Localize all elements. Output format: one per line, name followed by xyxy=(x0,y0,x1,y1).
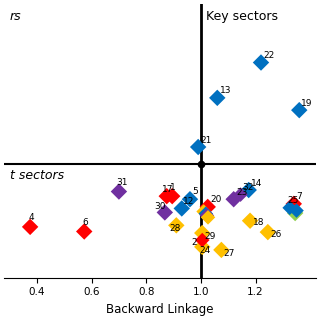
Point xyxy=(201,209,206,214)
Point xyxy=(297,108,302,113)
Text: 14: 14 xyxy=(251,179,262,188)
Text: 13: 13 xyxy=(220,86,231,95)
Point xyxy=(28,224,33,229)
Text: 1: 1 xyxy=(170,183,175,192)
Text: 25: 25 xyxy=(287,196,299,205)
Point xyxy=(200,230,205,236)
Point xyxy=(292,211,298,216)
Point xyxy=(291,201,296,206)
Point xyxy=(247,218,252,223)
Text: 32: 32 xyxy=(242,183,253,192)
Point xyxy=(164,194,169,199)
Point xyxy=(238,192,243,197)
Text: 23: 23 xyxy=(236,188,247,197)
Point xyxy=(231,197,236,202)
Text: 6: 6 xyxy=(83,218,89,227)
Point xyxy=(200,244,205,249)
Point xyxy=(82,229,87,234)
Text: t sectors: t sectors xyxy=(10,169,64,181)
Point xyxy=(188,197,193,202)
Text: 24: 24 xyxy=(200,245,211,254)
Point xyxy=(162,210,167,215)
Point xyxy=(116,189,122,194)
Text: rs: rs xyxy=(10,10,21,23)
Point xyxy=(203,211,208,216)
Point xyxy=(200,237,205,243)
Text: 21: 21 xyxy=(200,136,212,145)
Text: Key sectors: Key sectors xyxy=(206,10,278,23)
Point xyxy=(205,215,211,220)
Point xyxy=(198,161,204,166)
X-axis label: Backward Linkage: Backward Linkage xyxy=(106,303,214,316)
Text: 30: 30 xyxy=(155,202,166,211)
Text: 31: 31 xyxy=(117,178,128,187)
Text: 26: 26 xyxy=(270,230,281,239)
Point xyxy=(246,188,251,193)
Point xyxy=(215,95,220,100)
Text: 27: 27 xyxy=(224,249,235,258)
Text: 2: 2 xyxy=(191,238,197,247)
Text: 19: 19 xyxy=(301,99,313,108)
Point xyxy=(219,247,224,252)
Text: 12: 12 xyxy=(183,197,195,206)
Text: 7: 7 xyxy=(296,192,302,201)
Text: 4: 4 xyxy=(29,213,34,222)
Point xyxy=(196,144,201,149)
Text: 28: 28 xyxy=(170,224,181,233)
Point xyxy=(205,204,210,210)
Point xyxy=(287,205,292,210)
Text: 5: 5 xyxy=(192,187,198,196)
Point xyxy=(179,206,184,211)
Text: 20: 20 xyxy=(210,196,221,204)
Text: 29: 29 xyxy=(204,232,216,241)
Point xyxy=(294,208,299,213)
Point xyxy=(174,223,179,228)
Point xyxy=(204,213,210,218)
Point xyxy=(259,60,264,65)
Text: 17: 17 xyxy=(162,185,173,194)
Point xyxy=(265,229,270,235)
Text: 22: 22 xyxy=(263,51,275,60)
Text: 18: 18 xyxy=(253,219,264,228)
Point xyxy=(170,194,175,199)
